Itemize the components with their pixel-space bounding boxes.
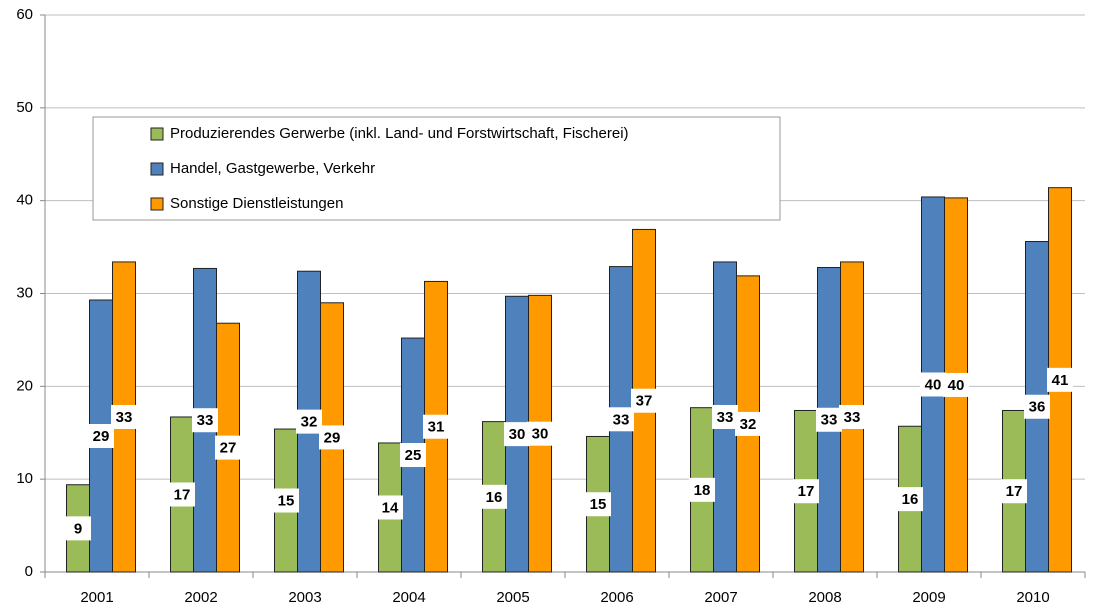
data-label-box	[65, 516, 91, 541]
data-label-box	[319, 425, 345, 450]
data-label-box	[1047, 367, 1073, 392]
data-label-box	[631, 388, 657, 413]
x-tick-label: 2003	[288, 589, 321, 606]
y-tick-label: 10	[16, 470, 33, 487]
data-label-box	[88, 423, 114, 448]
data-label-box	[1001, 479, 1027, 504]
y-tick-label: 60	[16, 6, 33, 23]
data-label: 41	[1052, 372, 1069, 389]
data-label-box	[111, 404, 137, 429]
data-label-box	[296, 409, 322, 434]
data-label-box	[504, 422, 530, 447]
data-label: 18	[694, 482, 711, 499]
data-label: 33	[717, 409, 734, 426]
legend-swatch	[150, 127, 164, 141]
x-tick-label: 2009	[912, 589, 945, 606]
x-tick-label: 2001	[80, 589, 113, 606]
data-label-box	[793, 479, 819, 504]
data-label-box	[608, 407, 634, 432]
data-label: 33	[821, 412, 838, 429]
y-tick-label: 50	[16, 99, 33, 116]
legend-swatch	[150, 162, 164, 176]
y-tick-label: 0	[25, 563, 33, 580]
data-label: 14	[382, 499, 399, 516]
x-tick-label: 2004	[392, 589, 425, 606]
data-label-box	[712, 404, 738, 429]
data-label: 17	[1006, 483, 1023, 500]
data-label: 16	[486, 489, 503, 506]
x-tick-label: 2008	[808, 589, 841, 606]
data-label: 29	[324, 429, 341, 446]
data-label: 33	[116, 409, 133, 426]
data-label: 32	[740, 416, 757, 433]
data-label: 33	[844, 409, 861, 426]
legend-label: Sonstige Dienstleistungen	[170, 195, 343, 212]
y-tick-label: 30	[16, 284, 33, 301]
data-label: 30	[509, 426, 526, 443]
data-label-box	[1024, 394, 1050, 419]
data-label: 16	[902, 491, 919, 508]
data-label: 33	[613, 411, 630, 428]
x-tick-label: 2007	[704, 589, 737, 606]
data-label: 31	[428, 419, 445, 436]
data-label: 25	[405, 447, 422, 464]
data-label-box	[585, 492, 611, 517]
data-label: 27	[220, 440, 237, 457]
legend-label: Produzierendes Gerwerbe (inkl. Land- und…	[170, 125, 629, 142]
data-label-box	[920, 372, 946, 397]
data-label: 29	[93, 428, 110, 445]
data-label-box	[816, 407, 842, 432]
data-label-box	[689, 477, 715, 502]
data-label: 32	[301, 414, 318, 431]
data-label-box	[527, 421, 553, 446]
y-tick-label: 40	[16, 192, 33, 209]
data-label: 15	[278, 492, 295, 509]
data-label: 37	[636, 393, 653, 410]
data-label: 15	[590, 496, 607, 513]
data-label-box	[735, 411, 761, 436]
data-label: 40	[925, 376, 942, 393]
data-label-box	[943, 372, 969, 397]
x-tick-label: 2010	[1016, 589, 1049, 606]
legend-label: Handel, Gastgewerbe, Verkehr	[170, 160, 375, 177]
data-label-box	[897, 487, 923, 512]
data-label-box	[481, 484, 507, 509]
data-label-box	[400, 443, 426, 468]
x-tick-label: 2002	[184, 589, 217, 606]
data-label-box	[215, 435, 241, 460]
data-label: 17	[798, 483, 815, 500]
legend: Produzierendes Gerwerbe (inkl. Land- und…	[92, 116, 781, 221]
data-label-box	[192, 408, 218, 433]
data-label: 33	[197, 412, 214, 429]
data-label: 36	[1029, 399, 1046, 416]
data-label-box	[839, 404, 865, 429]
legend-box	[92, 116, 781, 221]
data-label: 9	[74, 520, 82, 537]
y-tick-label: 20	[16, 377, 33, 394]
data-label-box	[377, 495, 403, 520]
data-label: 40	[948, 377, 965, 394]
data-label: 17	[174, 486, 191, 503]
data-label: 30	[532, 426, 549, 443]
x-tick-label: 2005	[496, 589, 529, 606]
data-label-box	[169, 482, 195, 507]
x-tick-label: 2006	[600, 589, 633, 606]
data-label-box	[273, 488, 299, 513]
data-label-box	[423, 414, 449, 439]
legend-swatch	[150, 197, 164, 211]
